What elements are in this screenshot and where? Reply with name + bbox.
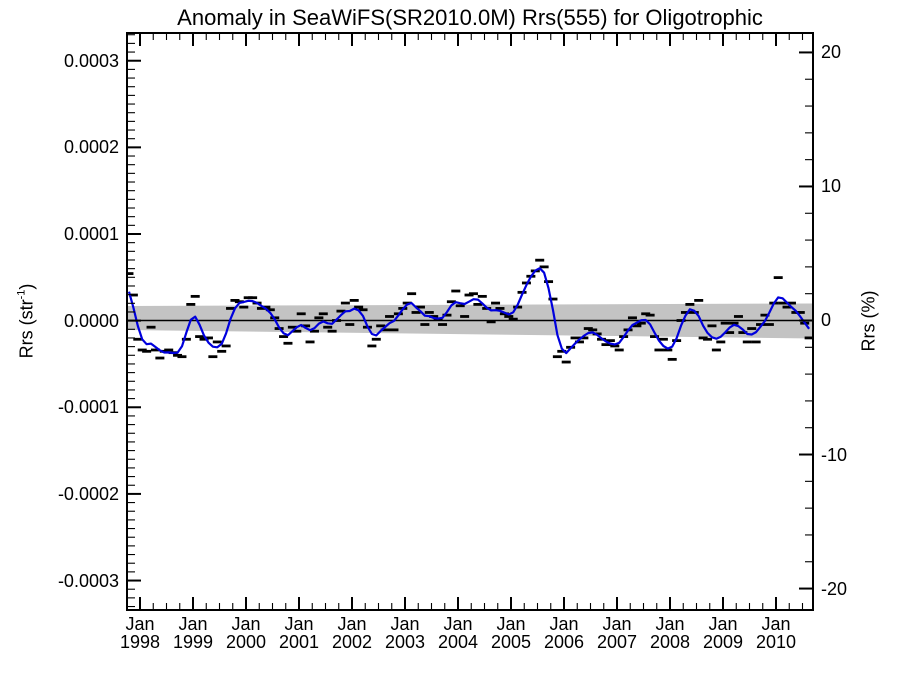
right-axis-tick-label: -10 — [821, 444, 848, 465]
right-axis-tick-label: 20 — [821, 42, 842, 63]
plot-frame — [126, 32, 814, 611]
x-tick-year: 2001 — [278, 632, 320, 652]
x-tick-month: Jan — [549, 614, 579, 634]
x-tick-year: 2009 — [702, 632, 744, 652]
x-axis-tick-label: Jan 2001 — [264, 615, 334, 651]
right-axis-tick-label: 10 — [821, 176, 842, 197]
x-axis-tick-label: Jan 1999 — [158, 615, 228, 651]
left-axis-tick-label: -0.0001 — [57, 397, 119, 418]
x-tick-year: 2003 — [384, 632, 426, 652]
x-tick-month: Jan — [496, 614, 526, 634]
x-axis-tick-label: Jan 2005 — [476, 615, 546, 651]
x-axis-tick-label: Jan 2010 — [741, 615, 811, 651]
left-axis-tick-label: 0.0002 — [63, 137, 119, 158]
x-tick-year: 1999 — [172, 632, 214, 652]
left-axis-tick-label: 0.0000 — [63, 310, 119, 331]
left-axis-tick-label: 0.0001 — [63, 223, 119, 244]
x-axis-tick-label: Jan 2003 — [370, 615, 440, 651]
x-tick-month: Jan — [602, 614, 632, 634]
x-axis-tick-label: Jan 2007 — [582, 615, 652, 651]
x-axis-tick-label: Jan 2009 — [688, 615, 758, 651]
x-tick-year: 2007 — [596, 632, 638, 652]
x-tick-month: Jan — [178, 614, 208, 634]
x-tick-year: 2010 — [755, 632, 797, 652]
chart-title: Anomaly in SeaWiFS(SR2010.0M) Rrs(555) f… — [177, 5, 763, 30]
right-axis-tick-label: 0 — [821, 310, 832, 331]
x-tick-month: Jan — [125, 614, 155, 634]
x-axis-tick-label: Jan 2002 — [317, 615, 387, 651]
left-axis-tick-label: 0.0003 — [63, 50, 119, 71]
smoothed-anomaly-line — [127, 267, 810, 355]
left-axis-tick-label: -0.0002 — [57, 483, 119, 504]
x-axis-tick-label: Jan 2000 — [211, 615, 281, 651]
x-tick-year: 2005 — [490, 632, 532, 652]
x-axis-tick-label: Jan 1998 — [105, 615, 175, 651]
x-tick-month: Jan — [337, 614, 367, 634]
x-tick-year: 1998 — [119, 632, 161, 652]
axis-ticks — [128, 34, 812, 609]
right-axis-tick-label: -20 — [821, 578, 848, 599]
x-tick-month: Jan — [390, 614, 420, 634]
x-axis-tick-label: Jan 2006 — [529, 615, 599, 651]
x-tick-year: 2006 — [543, 632, 585, 652]
x-tick-month: Jan — [655, 614, 685, 634]
left-axis-tick-label: -0.0003 — [57, 570, 119, 591]
x-tick-year: 2002 — [331, 632, 373, 652]
x-tick-year: 2008 — [649, 632, 691, 652]
x-tick-month: Jan — [231, 614, 261, 634]
x-tick-month: Jan — [284, 614, 314, 634]
x-tick-year: 2000 — [225, 632, 267, 652]
x-tick-year: 2004 — [437, 632, 479, 652]
x-tick-month: Jan — [708, 614, 738, 634]
x-axis-tick-label: Jan 2004 — [423, 615, 493, 651]
x-axis-tick-label: Jan 2008 — [635, 615, 705, 651]
x-tick-month: Jan — [761, 614, 791, 634]
x-tick-month: Jan — [443, 614, 473, 634]
